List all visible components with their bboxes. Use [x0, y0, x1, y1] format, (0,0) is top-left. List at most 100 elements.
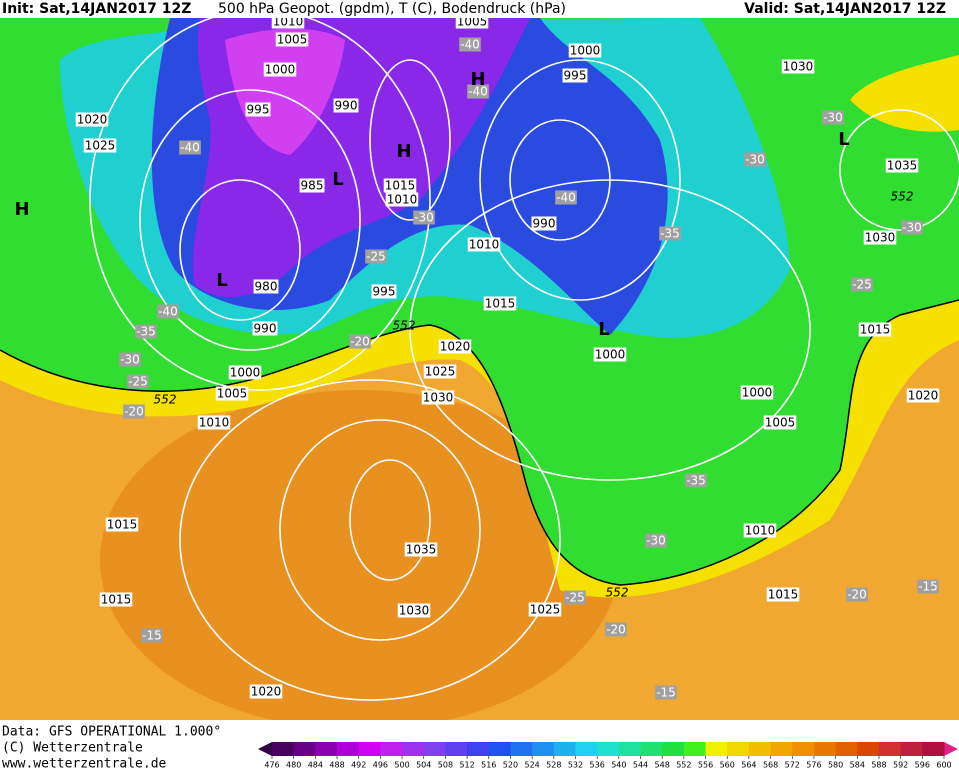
height-label: 552: [154, 393, 177, 407]
isobar-label: 1000: [265, 63, 296, 77]
isobar-label: 990: [254, 322, 277, 336]
temperature-label: -40: [468, 85, 488, 99]
colorbar-swatch: [900, 742, 923, 756]
isobar: [349, 459, 431, 581]
colorbar-swatch: [488, 742, 511, 756]
label-box: [885, 158, 919, 173]
isobar-label: 1020: [440, 340, 471, 354]
colorbar-tick-label: 524: [524, 761, 539, 770]
isobar-label: 1010: [387, 193, 418, 207]
contour-552: [0, 299, 959, 586]
colorbar-tick-label: 540: [611, 761, 626, 770]
colorbar-swatch: [315, 742, 338, 756]
isobar-label: 995: [564, 69, 587, 83]
isobar-label: 1015: [101, 593, 132, 607]
temperature-label: -40: [158, 305, 178, 319]
label-box: [467, 84, 489, 99]
colorbar-swatch: [640, 742, 663, 756]
colorbar-tick-label: 564: [741, 761, 756, 770]
label-box: [531, 216, 557, 231]
label-box: [564, 590, 586, 605]
label-box: [906, 388, 940, 403]
colorbar-swatch: [683, 742, 707, 756]
isobar: [179, 379, 561, 701]
label-box: [252, 321, 278, 336]
label-box: [459, 37, 481, 52]
isobar-label: 1000: [570, 44, 601, 58]
label-box: [119, 352, 141, 367]
isobar-label: 985: [301, 179, 324, 193]
label-box: [123, 404, 145, 419]
label-box: [645, 533, 667, 548]
label-box: [655, 685, 677, 700]
label-box: [555, 190, 577, 205]
colorbar-tick-label: 484: [308, 761, 323, 770]
isobar-label: 1035: [406, 543, 437, 557]
height-label: 552: [606, 586, 629, 600]
pressure-center: L: [216, 270, 227, 291]
colorbar-swatch: [857, 742, 880, 756]
pressure-center: H: [470, 69, 485, 90]
temperature-label: -30: [745, 153, 765, 167]
isobar-label: 1005: [765, 416, 796, 430]
colorbar-tick-label: 580: [828, 761, 843, 770]
colorbar-tick-label: 508: [438, 761, 453, 770]
colorbar-tick-label: 548: [655, 761, 670, 770]
label-box: [228, 365, 262, 380]
colorbar-swatch: [553, 742, 576, 756]
colorbar-tick-label: 536: [590, 761, 605, 770]
isobar-label: 1025: [530, 603, 561, 617]
label-box: [421, 390, 455, 405]
colorbar-tick-label: 504: [416, 761, 431, 770]
label-box: [562, 68, 588, 83]
label-box: [822, 110, 844, 125]
colorbar-arrow-high: [944, 742, 958, 756]
label-box: [179, 140, 201, 155]
label-box: [299, 178, 325, 193]
isobar-label: 1000: [742, 386, 773, 400]
label-box: [371, 284, 397, 299]
label-box: [197, 415, 231, 430]
label-box: [846, 587, 868, 602]
label-box: [127, 374, 149, 389]
colorbar-swatch: [575, 742, 598, 756]
isobar-label: 1030: [865, 231, 896, 245]
colorbar-tick-label: 592: [893, 761, 908, 770]
colorbar-tick-label: 512: [459, 761, 474, 770]
temperature-label: -15: [918, 580, 938, 594]
label-box: [365, 249, 387, 264]
colorbar-swatch: [792, 742, 815, 756]
colorbar: 476 480 484 488 492 496 500 504 508 512 516 520 524 5…: [258, 742, 958, 770]
isobar-label: 980: [255, 280, 278, 294]
temperature-label: -25: [565, 591, 585, 605]
temperature-label: -35: [136, 325, 156, 339]
label-box: [413, 210, 435, 225]
pressure-center: L: [838, 129, 849, 150]
colorbar-swatch: [813, 742, 837, 756]
isobar-label: 1010: [469, 238, 500, 252]
colorbar-tick-label: 492: [351, 761, 366, 770]
colorbar-swatch: [922, 742, 945, 756]
temperature-label: -30: [414, 211, 434, 225]
magenta-core: [225, 28, 345, 155]
isobar: [369, 59, 451, 221]
isobar: [839, 109, 959, 231]
label-box: [105, 517, 139, 532]
temperature-label: -30: [823, 111, 843, 125]
colorbar-tick-label: 576: [806, 761, 821, 770]
isobar-label: 1015: [485, 297, 516, 311]
isobar-label: 1020: [77, 113, 108, 127]
label-box: [245, 102, 271, 117]
isobar-label: 1015: [768, 588, 799, 602]
isobar-label: 990: [533, 217, 556, 231]
isobar-label: 1005: [277, 33, 308, 47]
label-box: [215, 386, 249, 401]
label-box: [685, 473, 707, 488]
temperature-label: -25: [852, 278, 872, 292]
label-box: [744, 152, 766, 167]
label-box: [593, 347, 627, 362]
label-box: [659, 226, 681, 241]
colorbar-swatch: [878, 742, 902, 756]
label-box: [404, 542, 438, 557]
map-title: 500 hPa Geopot. (gpdm), T (C), Bodendruc…: [218, 1, 566, 17]
